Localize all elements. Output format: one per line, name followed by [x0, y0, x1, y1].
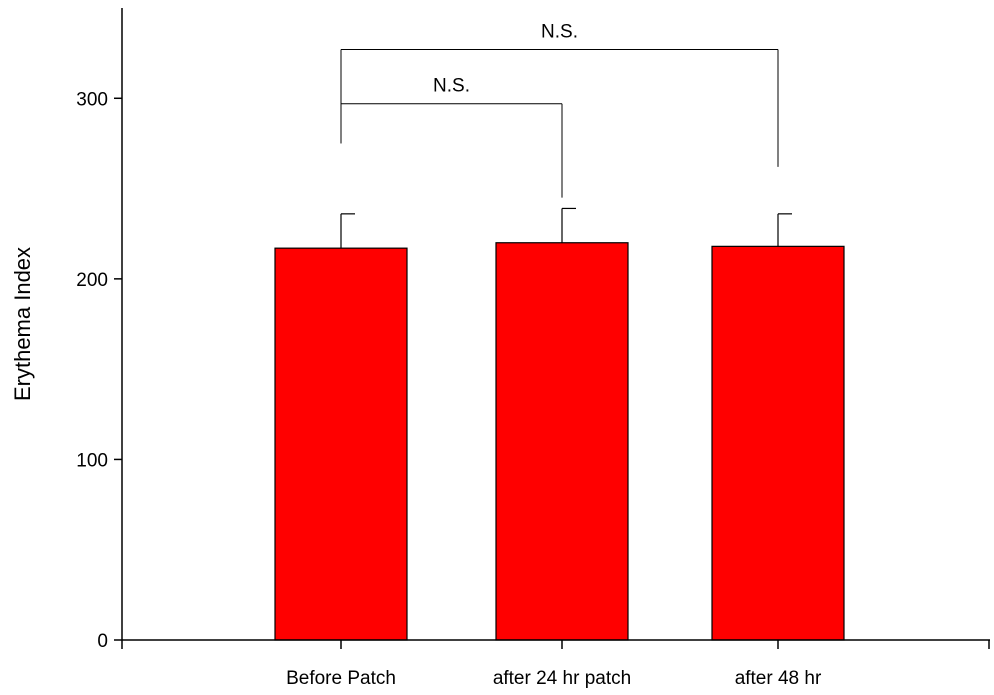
y-tick-label-3: 300 [76, 89, 108, 110]
y-ticks: 0 100 200 300 [76, 89, 122, 652]
y-tick-label-1: 100 [76, 450, 108, 471]
bar-2 [711, 245, 845, 641]
x-tick-label-2: after 48 hr [735, 668, 822, 689]
bar-0 [274, 247, 408, 641]
annotation-label-0: N.S. [433, 76, 470, 97]
x-ticks: Before Patch after 24 hr patch after 48 hr [121, 640, 990, 689]
bars-layer [274, 242, 845, 641]
x-tick-label-1: after 24 hr patch [493, 668, 631, 689]
x-tick-label-0: Before Patch [286, 668, 396, 689]
bar-1 [495, 242, 629, 641]
y-tick-label-0: 0 [97, 631, 108, 652]
significance-annotations: N.S. N.S. [340, 22, 779, 198]
axes [121, 8, 990, 641]
y-tick-label-2: 200 [76, 270, 108, 291]
y-axis-title: Erythema Index [10, 247, 35, 401]
annotation-label-1: N.S. [541, 22, 578, 43]
error-bars-layer [340, 207, 792, 249]
